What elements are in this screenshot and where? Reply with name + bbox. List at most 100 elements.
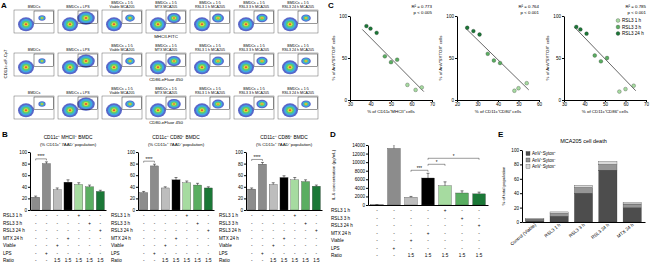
bar: [574, 187, 592, 193]
density: [40, 17, 44, 20]
bar: [248, 189, 256, 210]
tick-label: 100: [511, 148, 519, 153]
density: [85, 17, 88, 19]
cell: -: [78, 251, 80, 256]
tick: 12000: [352, 152, 368, 157]
axis-line: [564, 17, 565, 101]
flow-plot: [234, 10, 274, 33]
density: [258, 15, 266, 21]
cell: -: [376, 246, 378, 251]
density: [288, 108, 293, 112]
bar: [599, 170, 617, 222]
bar: [388, 148, 401, 205]
tick-label: 100: [127, 150, 135, 155]
density: [286, 64, 294, 71]
density: [66, 107, 74, 114]
density: [201, 109, 203, 111]
point: [486, 52, 490, 56]
density: [301, 57, 311, 64]
cell: -: [262, 213, 264, 218]
row-label: RSL3 24 h: [331, 223, 353, 228]
density: [82, 101, 91, 108]
cell: -: [393, 208, 395, 213]
bar: [439, 186, 452, 205]
cell: -: [197, 251, 199, 256]
tick-mark: [520, 193, 522, 194]
error-bar: [207, 187, 210, 188]
density: [258, 58, 266, 64]
plot-frame: [234, 10, 274, 33]
subtitle: (% CD11c⁺ 7AAD⁻ population): [148, 142, 205, 147]
axis-line: [565, 100, 647, 101]
density: [68, 22, 73, 26]
density: [41, 60, 42, 62]
tick: 20: [238, 196, 246, 201]
cell: -: [164, 236, 166, 241]
tick-mark: [28, 175, 30, 176]
tick-label: 100: [339, 14, 347, 19]
cell: -: [164, 251, 166, 256]
cell: +: [315, 228, 318, 233]
density: [128, 16, 133, 20]
cell: -: [46, 213, 48, 218]
cell: +: [185, 213, 188, 218]
tick-label: 40: [22, 185, 28, 190]
tick-label: 12000: [352, 152, 365, 157]
tick-label: 20: [455, 102, 461, 107]
density: [83, 59, 88, 63]
flow-plot: [190, 10, 230, 33]
cell: -: [100, 236, 102, 241]
axis-label: % of AnV⁺SYTOX⁺ cells: [438, 35, 443, 81]
tick-label: 50: [389, 102, 395, 107]
plot-frame: [14, 10, 54, 33]
tick-mark: [366, 171, 368, 172]
tick-label: 0: [451, 98, 454, 103]
error-bar: [261, 162, 264, 164]
plot-frame: [14, 96, 54, 119]
tick: 4000: [355, 186, 368, 191]
tick: 100: [235, 150, 246, 155]
subtitle: (% CD11c⁺ 7AAD⁻ population): [256, 142, 313, 147]
cell: -: [164, 221, 166, 226]
plot-frame: [58, 53, 98, 76]
y-axis: 020406080100: [127, 150, 138, 213]
legend-swatch: [526, 152, 530, 156]
density: [156, 108, 161, 112]
marks: [140, 164, 213, 210]
row-label: MTX 24 h: [219, 236, 239, 241]
tick-mark: [455, 58, 457, 59]
row-label: RSL3 3 h: [219, 221, 239, 226]
plot-title: BMDCs: [28, 5, 41, 9]
cell: -: [46, 243, 48, 248]
point: [369, 27, 373, 31]
tick-label: 20: [514, 206, 520, 211]
error-bar: [34, 196, 37, 197]
axis-label: % of AnV⁺SYTOX⁺ cells: [331, 35, 336, 81]
density: [171, 59, 178, 64]
tick-mark: [520, 208, 522, 209]
tick: 0: [362, 203, 368, 208]
significance-label: *: [453, 154, 455, 159]
plot-title: BMDCs + 1:5RSL3 1 h MCA205: [195, 87, 225, 95]
tick-label: Control (Viable): [509, 222, 537, 247]
tick: 20: [22, 196, 30, 201]
cell: -: [154, 228, 156, 233]
density: [201, 23, 203, 25]
tick-label: 0: [344, 98, 347, 103]
density: [172, 60, 176, 63]
flow-plot: [102, 53, 142, 76]
tick: 2000: [355, 194, 368, 199]
density: [20, 62, 32, 72]
density: [82, 58, 91, 65]
density: [64, 105, 76, 115]
cell: -: [410, 246, 412, 251]
title: CD11c⁺ CD80⁺ BMDC: [152, 135, 200, 140]
plot-title: BMDCs + 1:5Viable MCA205: [110, 1, 135, 9]
y-axis: 050100: [339, 14, 350, 103]
cell: -: [208, 236, 210, 241]
tick-mark: [244, 164, 246, 165]
density: [214, 101, 223, 108]
cell: -: [89, 236, 91, 241]
density: [289, 66, 291, 68]
marks: [465, 26, 529, 93]
